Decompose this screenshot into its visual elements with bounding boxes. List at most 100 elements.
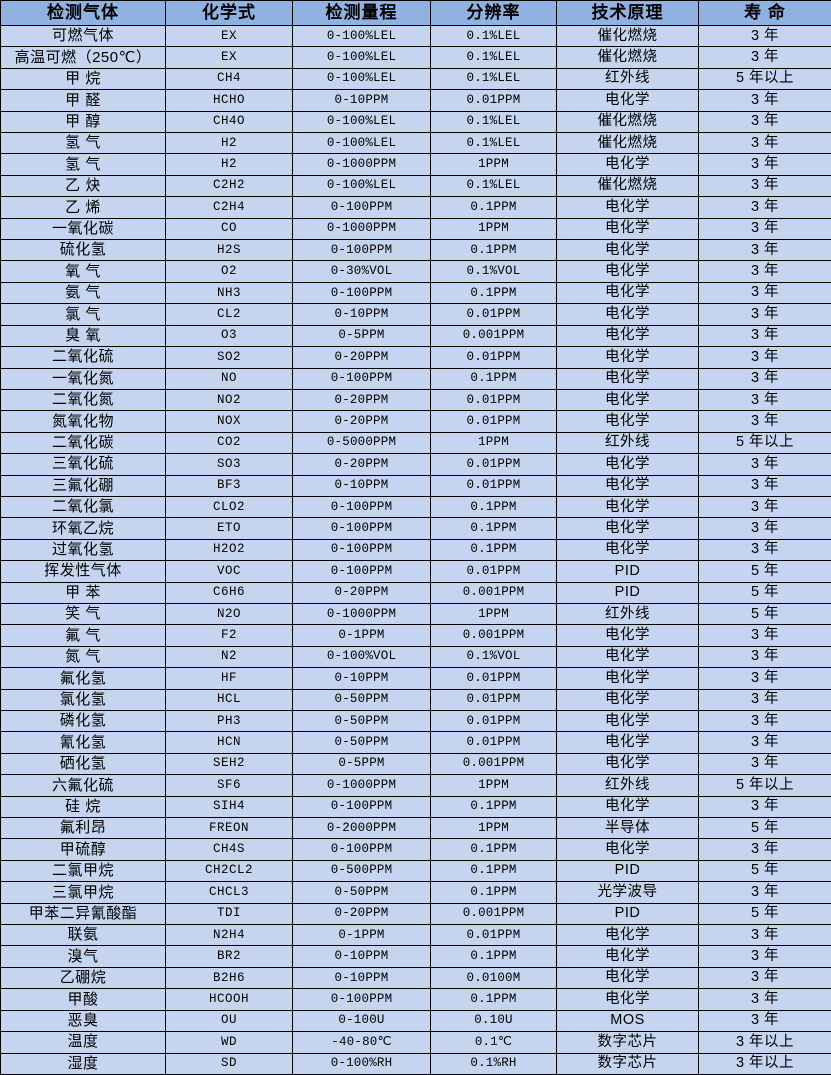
table-row: 硫化氢 H2S 0-100PPM 0.1PPM 电化学 3 年 xyxy=(0,239,831,262)
cell-formula: CHCL3 xyxy=(165,881,293,904)
cell-resolution: 0.01PPM xyxy=(430,667,557,690)
table-row: 三氯甲烷 CHCL3 0-50PPM 0.1PPM 光学波导 3 年 xyxy=(0,881,831,904)
cell-resolution: 0.1PPM xyxy=(430,538,557,562)
cell-formula: N2 xyxy=(165,645,293,669)
cell-range: 0-20PPM xyxy=(292,346,431,369)
cell-resolution: 1PPM xyxy=(430,602,557,626)
cell-gas: 乙硼烷 xyxy=(0,966,166,990)
cell-gas: 氯 气 xyxy=(0,303,166,326)
cell-life: 5 年 xyxy=(698,859,831,883)
cell-principle: 电化学 xyxy=(556,731,699,754)
cell-life: 3 年 xyxy=(698,217,831,241)
cell-gas: 挥发性气体 xyxy=(0,560,166,583)
cell-range: 0-100%LEL xyxy=(292,174,431,198)
cell-formula: OU xyxy=(165,1009,293,1033)
table-row: 挥发性气体 VOC 0-100PPM 0.01PPM PID 5 年 xyxy=(0,560,831,583)
cell-resolution: 0.001PPM xyxy=(430,624,557,647)
cell-life: 3 年 xyxy=(698,667,831,690)
cell-principle: 光学波导 xyxy=(556,881,699,904)
cell-formula: HCHO xyxy=(165,89,293,112)
cell-principle: 电化学 xyxy=(556,624,699,647)
cell-resolution: 0.01PPM xyxy=(430,89,557,112)
cell-principle: 电化学 xyxy=(556,303,699,326)
cell-resolution: 1PPM xyxy=(430,217,557,241)
cell-range: 0-5PPM xyxy=(292,324,431,348)
cell-resolution: 0.01PPM xyxy=(430,453,557,476)
cell-principle: 电化学 xyxy=(556,474,699,497)
table-row: 笑 气 N2O 0-1000PPM 1PPM 红外线 5 年 xyxy=(0,602,831,626)
cell-resolution: 0.1PPM xyxy=(430,945,557,968)
cell-gas: 氢 气 xyxy=(0,132,166,155)
table-row: 氟利昂 FREON 0-2000PPM 1PPM 半导体 5 年 xyxy=(0,817,831,840)
cell-principle: 电化学 xyxy=(556,239,699,262)
cell-range: 0-2000PPM xyxy=(292,817,431,840)
cell-resolution: 0.001PPM xyxy=(430,752,557,776)
cell-range: 0-20PPM xyxy=(292,388,431,412)
cell-gas: 三氯甲烷 xyxy=(0,881,166,904)
cell-formula: CH4O xyxy=(165,110,293,134)
cell-range: 0-10PPM xyxy=(292,667,431,690)
cell-resolution: 0.001PPM xyxy=(430,581,557,604)
cell-resolution: 0.1%LEL xyxy=(430,174,557,198)
cell-range: 0-10PPM xyxy=(292,89,431,112)
cell-life: 3 年 xyxy=(698,196,831,219)
cell-principle: 电化学 xyxy=(556,667,699,690)
cell-range: 0-100%VOL xyxy=(292,645,431,669)
cell-formula: SIH4 xyxy=(165,795,293,819)
column-header-resolution: 分辨率 xyxy=(430,0,557,26)
cell-gas: 甲 苯 xyxy=(0,581,166,604)
table-row: 氰化氢 HCN 0-50PPM 0.01PPM 电化学 3 年 xyxy=(0,731,831,754)
cell-principle: 半导体 xyxy=(556,817,699,840)
cell-life: 3 年 xyxy=(698,838,831,861)
cell-formula: SO2 xyxy=(165,346,293,369)
cell-formula: FREON xyxy=(165,817,293,840)
cell-principle: 催化燃烧 xyxy=(556,110,699,134)
cell-range: 0-1000PPM xyxy=(292,602,431,626)
cell-range: 0-100%LEL xyxy=(292,24,431,48)
cell-life: 3 年 xyxy=(698,89,831,112)
table-row: 氯化氢 HCL 0-50PPM 0.01PPM 电化学 3 年 xyxy=(0,688,831,712)
cell-range: 0-100%LEL xyxy=(292,110,431,134)
cell-range: 0-100%LEL xyxy=(292,132,431,155)
table-row: 联氨 N2H4 0-1PPM 0.01PPM 电化学 3 年 xyxy=(0,924,831,947)
cell-resolution: 0.1PPM xyxy=(430,239,557,262)
cell-life: 5 年 xyxy=(698,560,831,583)
cell-range: 0-1000PPM xyxy=(292,774,431,797)
table-row: 乙 炔 C2H2 0-100%LEL 0.1%LEL 催化燃烧 3 年 xyxy=(0,174,831,198)
table-row: 过氧化氢 H2O2 0-100PPM 0.1PPM 电化学 3 年 xyxy=(0,538,831,562)
cell-life: 5 年以上 xyxy=(698,431,831,455)
cell-resolution: 0.01PPM xyxy=(430,688,557,712)
table-row: 二氧化硫 SO2 0-20PPM 0.01PPM 电化学 3 年 xyxy=(0,346,831,369)
cell-formula: CH4S xyxy=(165,838,293,861)
cell-principle: 数字芯片 xyxy=(556,1031,699,1054)
cell-principle: 电化学 xyxy=(556,495,699,519)
cell-gas: 乙 烯 xyxy=(0,196,166,219)
cell-resolution: 0.1%LEL xyxy=(430,46,557,69)
cell-range: 0-1000PPM xyxy=(292,217,431,241)
cell-principle: 电化学 xyxy=(556,196,699,219)
cell-gas: 甲苯二异氰酸酯 xyxy=(0,902,166,926)
cell-life: 5 年 xyxy=(698,602,831,626)
cell-gas: 二氧化氯 xyxy=(0,495,166,519)
cell-range: 0-50PPM xyxy=(292,881,431,904)
cell-principle: 电化学 xyxy=(556,752,699,776)
cell-resolution: 0.1PPM xyxy=(430,881,557,904)
table-header: 检测气体 化学式 检测量程 分辨率 技术原理 寿 命 xyxy=(0,0,831,26)
cell-formula: EX xyxy=(165,46,293,69)
cell-life: 3 年 xyxy=(698,367,831,390)
cell-gas: 乙 炔 xyxy=(0,174,166,198)
cell-formula: SO3 xyxy=(165,453,293,476)
cell-gas: 恶臭 xyxy=(0,1009,166,1033)
cell-gas: 联氨 xyxy=(0,924,166,947)
cell-principle: PID xyxy=(556,902,699,926)
table-row: 乙 烯 C2H4 0-100PPM 0.1PPM 电化学 3 年 xyxy=(0,196,831,219)
cell-life: 5 年 xyxy=(698,581,831,604)
cell-principle: 电化学 xyxy=(556,453,699,476)
cell-resolution: 0.1%LEL xyxy=(430,24,557,48)
cell-range: 0-100PPM xyxy=(292,281,431,305)
column-header-formula: 化学式 xyxy=(165,0,293,26)
cell-range: 0-100PPM xyxy=(292,367,431,390)
cell-gas: 磷化氢 xyxy=(0,709,166,733)
cell-principle: PID xyxy=(556,581,699,604)
table-row: 恶臭 OU 0-100U 0.10U MOS 3 年 xyxy=(0,1009,831,1033)
